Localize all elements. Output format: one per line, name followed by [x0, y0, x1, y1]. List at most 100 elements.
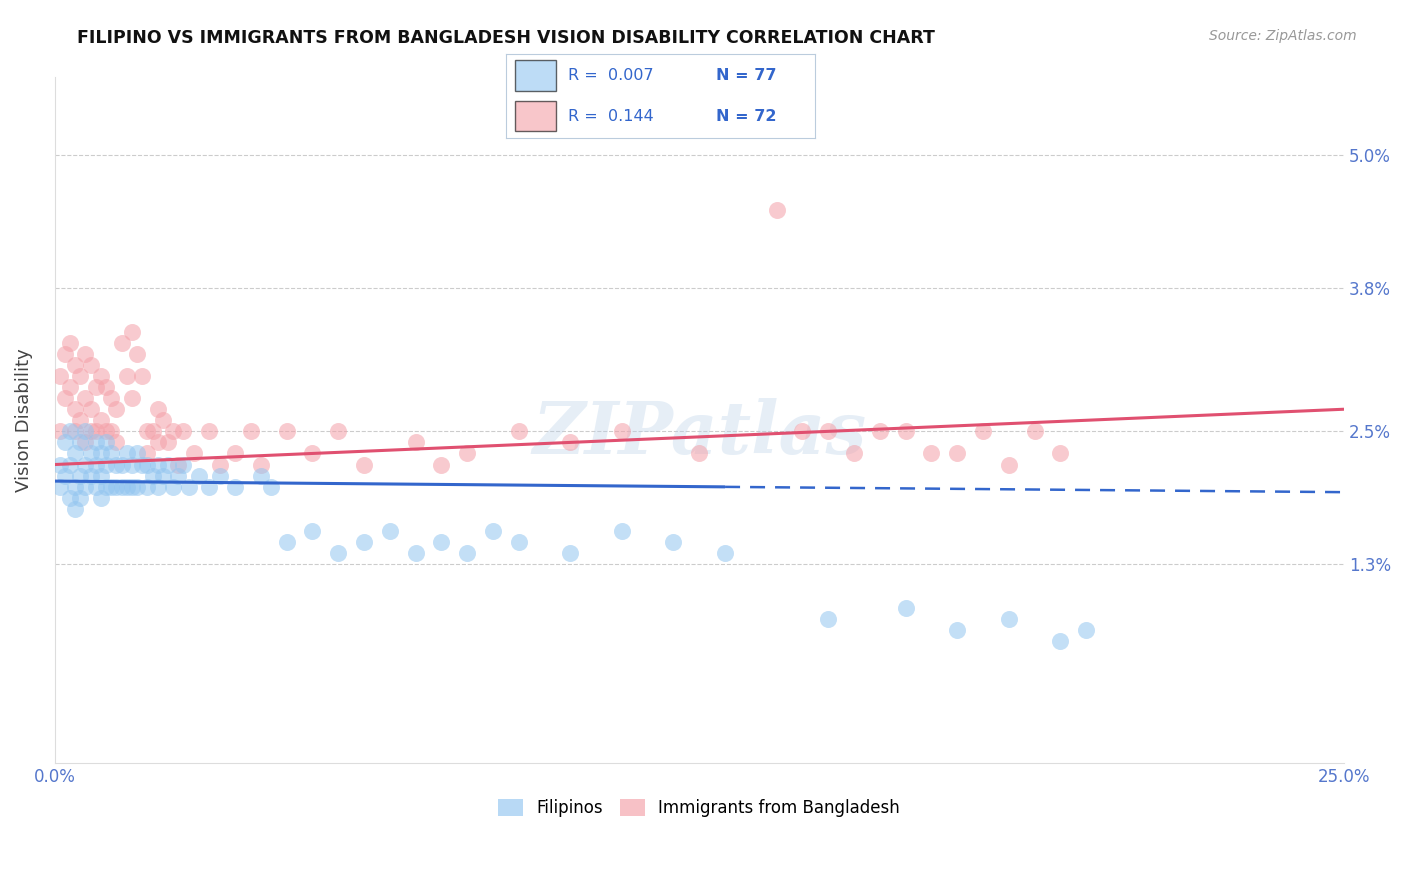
Point	[136, 480, 159, 494]
Point	[100, 446, 122, 460]
Point	[997, 458, 1019, 472]
Point	[946, 624, 969, 638]
Point	[90, 491, 112, 505]
Point	[79, 468, 101, 483]
Point	[817, 425, 839, 439]
Point	[121, 458, 143, 472]
Point	[198, 425, 221, 439]
Point	[105, 402, 128, 417]
Point	[110, 458, 132, 472]
Point	[79, 358, 101, 372]
Point	[714, 546, 737, 560]
Point	[869, 425, 891, 439]
Point	[328, 425, 350, 439]
Point	[842, 446, 865, 460]
Point	[141, 468, 163, 483]
Point	[79, 446, 101, 460]
Point	[84, 458, 107, 472]
Point	[1024, 425, 1046, 439]
Point	[353, 535, 375, 549]
Point	[146, 402, 169, 417]
Point	[90, 369, 112, 384]
Point	[301, 524, 323, 538]
Point	[946, 446, 969, 460]
Point	[59, 491, 82, 505]
Point	[1074, 624, 1097, 638]
Point	[560, 546, 582, 560]
Point	[63, 480, 86, 494]
Point	[662, 535, 685, 549]
Point	[75, 425, 97, 439]
Text: Source: ZipAtlas.com: Source: ZipAtlas.com	[1209, 29, 1357, 44]
Point	[560, 435, 582, 450]
Point	[430, 458, 453, 472]
Point	[63, 425, 86, 439]
Point	[146, 480, 169, 494]
Point	[84, 380, 107, 394]
Point	[765, 203, 787, 218]
Point	[121, 391, 143, 405]
Point	[328, 546, 350, 560]
Point	[75, 480, 97, 494]
Point	[59, 380, 82, 394]
Point	[162, 480, 184, 494]
Point	[152, 468, 174, 483]
Point	[53, 435, 76, 450]
Point	[172, 425, 194, 439]
Point	[75, 347, 97, 361]
Point	[59, 458, 82, 472]
Point	[53, 347, 76, 361]
Point	[792, 425, 814, 439]
Point	[100, 425, 122, 439]
Point	[63, 501, 86, 516]
Point	[69, 435, 91, 450]
Point	[115, 369, 138, 384]
Point	[69, 491, 91, 505]
Point	[260, 480, 283, 494]
Point	[997, 612, 1019, 626]
Point	[75, 458, 97, 472]
Point	[94, 458, 117, 472]
Point	[508, 535, 530, 549]
Point	[69, 468, 91, 483]
Point	[75, 391, 97, 405]
Point	[688, 446, 710, 460]
Point	[100, 480, 122, 494]
Point	[1049, 634, 1071, 648]
Point	[115, 446, 138, 460]
Point	[894, 601, 917, 615]
Point	[84, 425, 107, 439]
Point	[610, 425, 633, 439]
Point	[152, 413, 174, 427]
Text: N = 77: N = 77	[717, 68, 778, 83]
Point	[405, 546, 427, 560]
Point	[301, 446, 323, 460]
Point	[63, 402, 86, 417]
Point	[131, 369, 153, 384]
Point	[53, 468, 76, 483]
Point	[125, 347, 148, 361]
Point	[94, 435, 117, 450]
Point	[94, 480, 117, 494]
Text: N = 72: N = 72	[717, 109, 778, 124]
Point	[156, 435, 179, 450]
Point	[146, 458, 169, 472]
Point	[59, 425, 82, 439]
Point	[69, 413, 91, 427]
Point	[482, 524, 505, 538]
Point	[276, 425, 298, 439]
Point	[141, 425, 163, 439]
Point	[250, 458, 273, 472]
Point	[456, 546, 478, 560]
Point	[167, 458, 190, 472]
Point	[136, 458, 159, 472]
Point	[48, 480, 70, 494]
Point	[79, 402, 101, 417]
Point	[224, 480, 246, 494]
Point	[110, 335, 132, 350]
Point	[94, 380, 117, 394]
Point	[430, 535, 453, 549]
Point	[894, 425, 917, 439]
Point	[105, 458, 128, 472]
Point	[172, 458, 194, 472]
